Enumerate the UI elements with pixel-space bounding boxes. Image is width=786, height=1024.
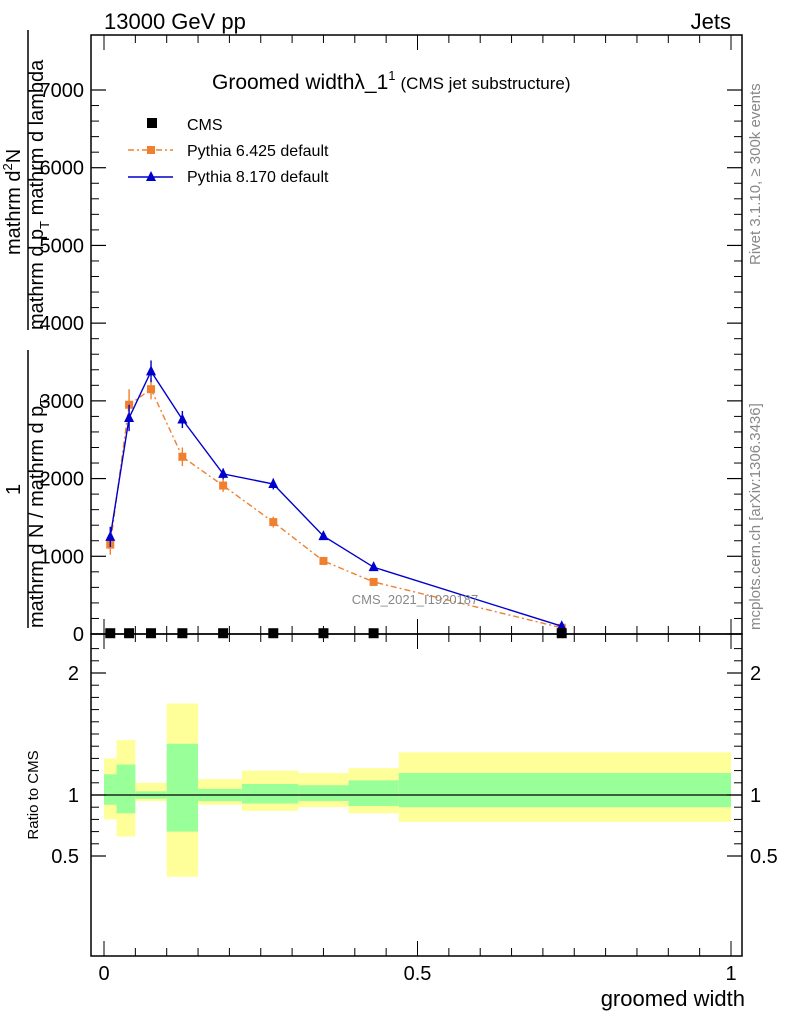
plot-title: Groomed widthλ_11 (CMS jet substructure) <box>212 68 571 94</box>
y-label-numerator: mathrm d2N <box>0 149 25 255</box>
main-y-label: 1 mathrm d N / mathrm d pT mathrm d2N ma… <box>0 30 52 628</box>
pythia6-point <box>269 518 278 527</box>
analysis-watermark: CMS_2021_I1920187 <box>352 592 479 607</box>
ratio-ytick-label-right: 1 <box>750 785 761 807</box>
y-label-denominator-left: mathrm d N / mathrm d pT <box>26 398 52 628</box>
ratio-bands <box>104 703 731 877</box>
header-left: 13000 GeV pp <box>104 9 246 34</box>
x-tick-label: 1 <box>725 963 736 985</box>
cms-point <box>556 628 567 639</box>
main-ytick-label: 6000 <box>40 158 85 180</box>
pythia8-point <box>218 467 229 478</box>
ratio-band-green-7 <box>348 780 399 806</box>
main-ytick-label: 7000 <box>40 80 85 102</box>
ratio-band-green-0 <box>104 774 117 805</box>
ratio-ytick-label-left: 1 <box>68 785 79 807</box>
pythia8-point <box>318 530 329 541</box>
title-main: Groomed width <box>212 71 354 94</box>
y-label-den-sub: T <box>37 221 52 229</box>
ratio-ytick-label-left: 2 <box>68 663 79 685</box>
pythia6-point <box>369 577 378 586</box>
y-label-denom-main: mathrm d N / mathrm d p <box>26 406 48 628</box>
cms-point <box>368 628 379 639</box>
cms-point <box>218 628 229 639</box>
legend-py8-marker <box>146 171 156 181</box>
x-tick-label: 0.5 <box>404 963 432 985</box>
title-superscript: 1 <box>388 68 395 83</box>
y-label-num-rest: N <box>3 149 25 163</box>
main-ytick-label: 4000 <box>40 313 85 335</box>
main-ytick-label: 5000 <box>40 235 85 257</box>
pythia8-point <box>268 478 279 489</box>
ratio-band-green-1 <box>116 764 136 814</box>
y-label-prefactor: 1 <box>3 484 25 495</box>
y-label-den-main: mathrm d p <box>26 229 48 330</box>
ratio-ytick-label-left: 0.5 <box>51 846 79 868</box>
series-pythia6-line <box>109 388 562 629</box>
y-label-num-sup: 2 <box>0 163 15 170</box>
pythia6-point <box>147 385 156 394</box>
y-label-denom-sub: T <box>37 398 52 406</box>
title-symbol: λ_1 <box>354 71 388 94</box>
legend: CMS Pythia 6.425 default Pythia 8.170 de… <box>128 117 329 186</box>
x-tick-label: 0 <box>98 963 109 985</box>
ratio-band-green-3 <box>166 743 199 832</box>
ratio-y-label: Ratio to CMS <box>25 750 42 839</box>
main-ytick-label: 1000 <box>40 546 85 568</box>
y-label-num-main: mathrm d <box>3 171 25 255</box>
cms-point <box>268 628 279 639</box>
ratio-band-green-8 <box>398 773 731 808</box>
x-ticks: 0 0.5 1 <box>98 35 737 985</box>
series-layer <box>105 360 567 639</box>
pythia8-point <box>105 530 116 541</box>
pythia8-point <box>556 620 567 631</box>
pythia8-point <box>124 411 135 422</box>
pythia6-point <box>319 556 328 565</box>
main-y-ticks: 0 1000 2000 3000 4000 5000 6000 7000 <box>40 80 742 646</box>
y-label-den-rest: mathrm d lambda <box>26 59 48 221</box>
cms-point <box>318 628 329 639</box>
main-ytick-label: 0 <box>73 624 84 646</box>
header-right: Jets <box>691 9 731 34</box>
ratio-ytick-label-right: 2 <box>750 663 761 685</box>
rivet-label: Rivet 3.1.10, ≥ 300k events <box>747 83 764 265</box>
legend-py6-label: Pythia 6.425 default <box>187 143 329 160</box>
main-ytick-label: 2000 <box>40 469 85 491</box>
pythia6-point <box>178 452 187 461</box>
legend-cms-label: CMS <box>187 117 223 134</box>
pythia8-point <box>146 365 157 376</box>
ratio-band-green-6 <box>298 785 349 802</box>
cms-point <box>177 628 188 639</box>
legend-py8-label: Pythia 8.170 default <box>187 169 329 186</box>
ratio-y-ticks: 0.5 0.5 1 1 2 2 <box>51 648 778 868</box>
legend-py6-marker <box>147 146 155 154</box>
series-pythia8-line <box>109 369 562 627</box>
pythia6-point <box>219 481 228 490</box>
pythia8-point <box>368 561 379 572</box>
cms-point <box>146 628 157 639</box>
ratio-ytick-label-right: 0.5 <box>750 846 778 868</box>
legend-cms-marker <box>147 118 157 128</box>
cms-point <box>105 628 116 639</box>
pythia8-point <box>177 413 188 424</box>
x-axis-label: groomed width <box>601 986 745 1011</box>
mcplots-label: mcplots.cern.ch [arXiv:1306.3436] <box>747 403 764 630</box>
y-label-denominator: mathrm d pT mathrm d lambda <box>26 59 52 330</box>
title-suffix: (CMS jet substructure) <box>401 74 571 93</box>
cms-point <box>124 628 135 639</box>
ratio-band-green-5 <box>241 784 299 804</box>
main-ytick-label: 3000 <box>40 391 85 413</box>
